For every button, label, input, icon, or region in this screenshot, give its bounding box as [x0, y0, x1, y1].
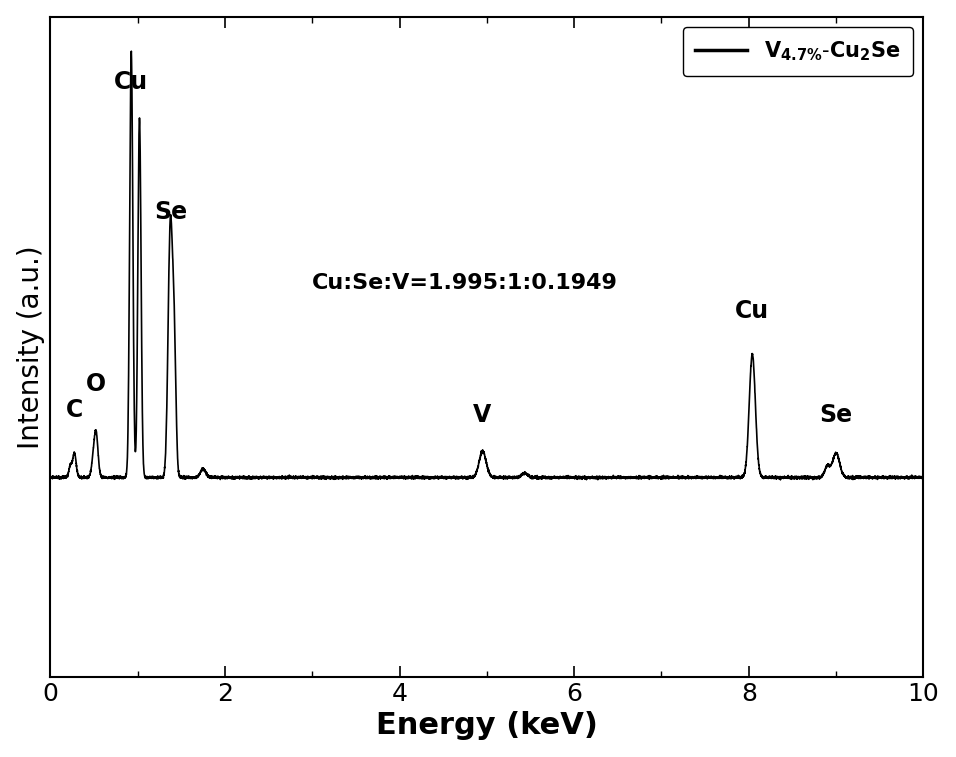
Legend: $\mathbf{V_{4.7\%}}$-$\mathbf{Cu_2Se}$: $\mathbf{V_{4.7\%}}$-$\mathbf{Cu_2Se}$: [683, 27, 913, 76]
Text: C: C: [66, 398, 83, 422]
Text: Cu: Cu: [735, 299, 770, 323]
Text: O: O: [86, 372, 106, 397]
Y-axis label: Intensity (a.u.): Intensity (a.u.): [16, 245, 45, 449]
Text: Se: Se: [154, 200, 187, 224]
X-axis label: Energy (keV): Energy (keV): [376, 712, 598, 740]
Text: V: V: [473, 403, 491, 427]
Text: Cu: Cu: [115, 70, 148, 95]
Text: Se: Se: [819, 403, 853, 427]
Text: Cu:Se:V=1.995:1:0.1949: Cu:Se:V=1.995:1:0.1949: [313, 273, 619, 292]
